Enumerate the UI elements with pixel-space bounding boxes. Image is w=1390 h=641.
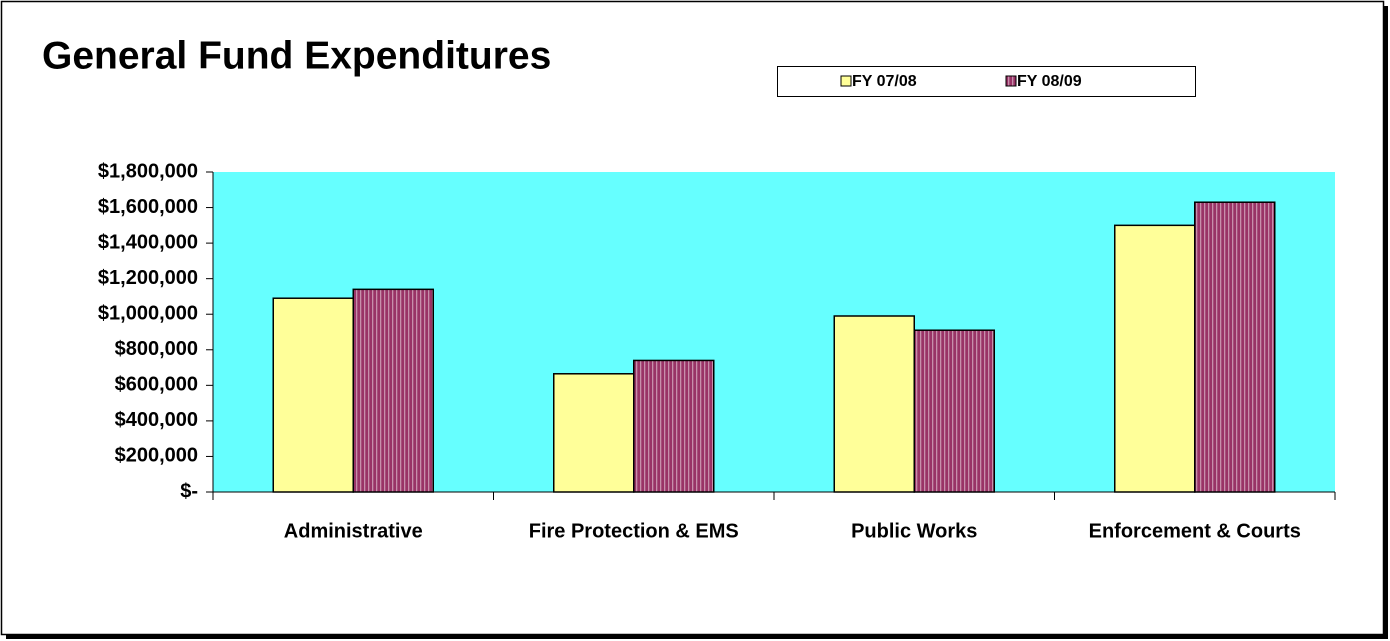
- y-tick-label: $1,400,000: [98, 231, 198, 253]
- x-tick-label: Administrative: [284, 520, 423, 542]
- legend-box: [777, 66, 1196, 97]
- x-tick-label: Enforcement & Courts: [1089, 520, 1301, 542]
- bar: [352, 288, 434, 493]
- y-tick-label: $1,600,000: [98, 196, 198, 218]
- bar: [272, 297, 354, 493]
- bar: [1114, 224, 1196, 493]
- y-tick-label: $200,000: [115, 445, 198, 467]
- bar: [553, 373, 635, 493]
- bar: [1194, 201, 1276, 493]
- chart-title: General Fund Expenditures: [42, 34, 551, 77]
- y-tick-label: $600,000: [115, 374, 198, 396]
- y-tick-label: $800,000: [115, 338, 198, 360]
- y-tick-label: $400,000: [115, 409, 198, 431]
- x-tick-label: Public Works: [851, 520, 977, 542]
- y-tick-label: $-: [180, 480, 198, 502]
- legend-swatch: [1005, 75, 1017, 87]
- y-tick-label: $1,000,000: [98, 303, 198, 325]
- bar: [833, 315, 915, 493]
- y-tick-label: $1,200,000: [98, 267, 198, 289]
- bar: [913, 329, 995, 493]
- x-tick-label: Fire Protection & EMS: [529, 520, 739, 542]
- legend-label: FY 07/08: [852, 73, 917, 90]
- y-tick-label: $1,800,000: [98, 160, 198, 182]
- legend-swatch: [840, 75, 852, 87]
- bar: [633, 359, 715, 493]
- legend-label: FY 08/09: [1017, 73, 1082, 90]
